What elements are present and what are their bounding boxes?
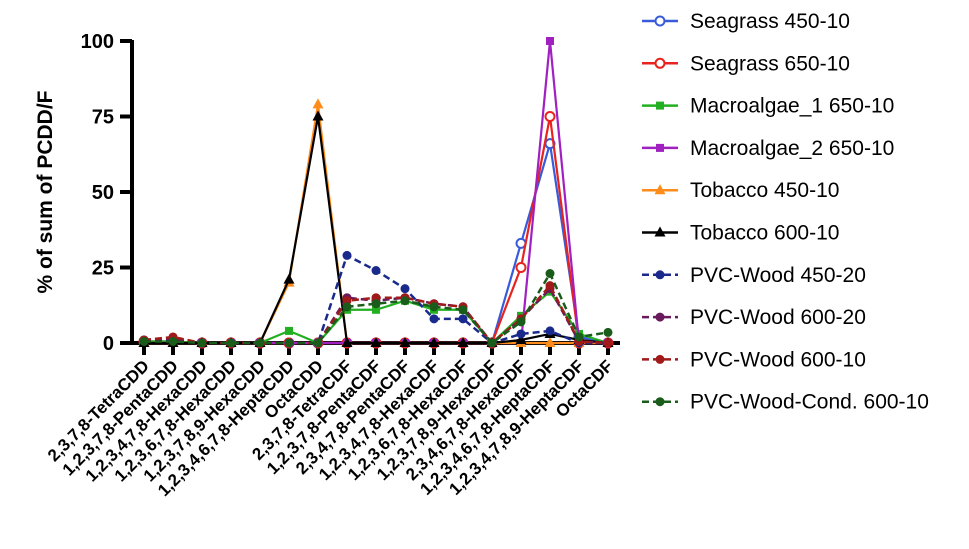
legend-label: PVC-Wood-Cond. 600-10 bbox=[690, 391, 929, 414]
data-point bbox=[342, 302, 352, 312]
data-point bbox=[516, 317, 526, 327]
data-point bbox=[400, 296, 410, 306]
data-point bbox=[545, 326, 555, 336]
legend-marker bbox=[655, 312, 665, 322]
data-point bbox=[399, 337, 411, 347]
legend-marker bbox=[655, 397, 665, 407]
data-point bbox=[458, 314, 468, 324]
data-point bbox=[487, 338, 497, 348]
legend-marker bbox=[656, 143, 664, 152]
data-point bbox=[226, 338, 236, 348]
data-point bbox=[429, 302, 439, 312]
data-point bbox=[370, 337, 382, 347]
legend-label: Macroalgae_1 650-10 bbox=[690, 95, 894, 118]
data-point bbox=[400, 284, 410, 294]
data-point bbox=[168, 336, 178, 346]
y-tick-label: 100 bbox=[81, 31, 114, 53]
series-line bbox=[144, 272, 609, 345]
legend-item: PVC-Wood-Cond. 600-10 bbox=[642, 391, 929, 414]
legend-item: Macroalgae_2 650-10 bbox=[642, 137, 894, 160]
data-point bbox=[545, 269, 555, 279]
y-tick-label: 50 bbox=[92, 182, 114, 204]
legend-label: PVC-Wood 600-10 bbox=[690, 348, 866, 371]
data-point bbox=[428, 337, 440, 347]
legend-marker bbox=[655, 354, 665, 364]
data-point bbox=[574, 332, 584, 342]
legend-label: Seagrass 450-10 bbox=[690, 10, 850, 33]
data-point bbox=[371, 266, 381, 276]
series-0 bbox=[138, 138, 614, 349]
y-axis: % of sum of PCDD/F 0 25 50 75 100 bbox=[34, 31, 134, 355]
legend-marker bbox=[656, 101, 664, 110]
y-tick-label: 75 bbox=[92, 107, 114, 129]
legend-label: PVC-Wood 450-20 bbox=[690, 264, 866, 287]
legend-item: PVC-Wood 600-10 bbox=[642, 348, 866, 371]
data-point bbox=[342, 250, 352, 260]
data-point bbox=[285, 326, 293, 335]
data-point bbox=[515, 262, 527, 273]
data-point bbox=[545, 281, 555, 291]
data-point bbox=[603, 327, 613, 337]
x-axis: 2,3,7,8-TetraCDD1,2,3,7,8-PentaCDD1,2,3,… bbox=[44, 341, 620, 500]
legend-marker bbox=[654, 226, 666, 237]
data-point bbox=[544, 111, 556, 122]
legend-item: Seagrass 450-10 bbox=[642, 10, 850, 33]
data-point bbox=[372, 305, 380, 314]
data-point bbox=[312, 98, 324, 109]
plot-area bbox=[138, 37, 614, 349]
legend-item: PVC-Wood 450-20 bbox=[642, 264, 866, 287]
data-point bbox=[313, 338, 323, 348]
data-point bbox=[283, 273, 295, 284]
data-point bbox=[255, 338, 265, 348]
legend-label: PVC-Wood 600-20 bbox=[690, 306, 866, 329]
legend-label: Macroalgae_2 650-10 bbox=[690, 137, 894, 160]
data-point bbox=[546, 37, 554, 45]
data-point bbox=[515, 333, 527, 344]
data-point bbox=[603, 338, 613, 348]
data-point bbox=[341, 337, 353, 347]
legend-item: Seagrass 650-10 bbox=[642, 52, 850, 75]
legend-item: Tobacco 600-10 bbox=[642, 222, 839, 245]
legend: Seagrass 450-10 Seagrass 650-10 Macroalgae… bbox=[642, 10, 929, 414]
data-point bbox=[197, 338, 207, 348]
y-tick-label: 25 bbox=[92, 258, 114, 280]
legend-item: Macroalgae_1 650-10 bbox=[642, 95, 894, 118]
series-9 bbox=[139, 269, 613, 348]
data-point bbox=[516, 329, 526, 339]
legend-item: PVC-Wood 600-20 bbox=[642, 306, 866, 329]
data-point bbox=[284, 338, 294, 348]
data-point bbox=[312, 110, 324, 121]
legend-label: Tobacco 600-10 bbox=[690, 222, 839, 245]
legend-item: Tobacco 450-10 bbox=[642, 179, 839, 202]
legend-label: Seagrass 650-10 bbox=[690, 52, 850, 75]
data-point bbox=[139, 336, 149, 346]
legend-marker bbox=[655, 270, 665, 280]
legend-marker bbox=[654, 57, 666, 69]
legend-marker bbox=[654, 15, 666, 27]
legend-label: Tobacco 450-10 bbox=[690, 179, 839, 202]
data-point bbox=[457, 337, 469, 347]
data-point bbox=[458, 305, 468, 315]
data-point bbox=[429, 314, 439, 324]
data-point bbox=[371, 299, 381, 309]
y-axis-label: % of sum of PCDD/F bbox=[34, 90, 57, 293]
data-point bbox=[544, 337, 556, 347]
legend-marker bbox=[654, 184, 666, 195]
y-tick-label: 0 bbox=[103, 333, 114, 355]
